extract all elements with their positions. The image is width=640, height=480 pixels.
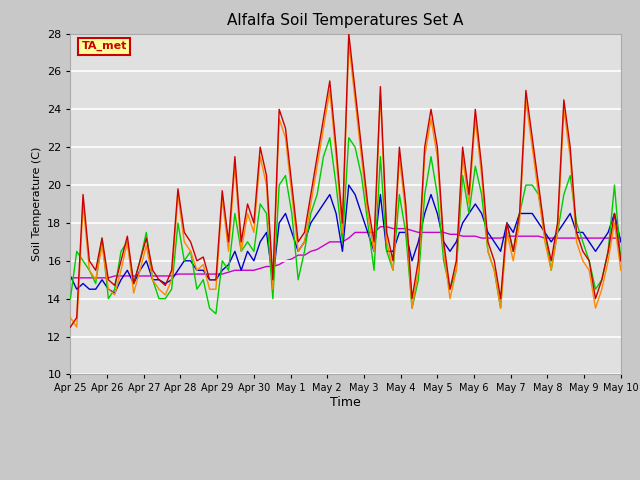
Y-axis label: Soil Temperature (C): Soil Temperature (C) (31, 147, 42, 261)
X-axis label: Time: Time (330, 396, 361, 409)
Title: Alfalfa Soil Temperatures Set A: Alfalfa Soil Temperatures Set A (227, 13, 464, 28)
Text: TA_met: TA_met (81, 41, 127, 51)
